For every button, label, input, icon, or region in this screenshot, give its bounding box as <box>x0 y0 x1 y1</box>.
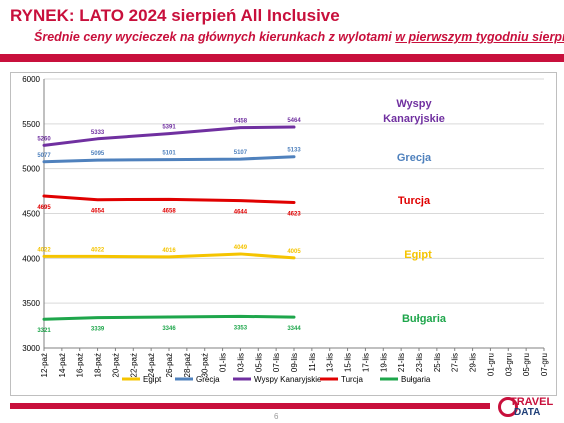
legend-label: Grecja <box>196 375 220 384</box>
x-tick-label: 13-lis <box>326 353 335 372</box>
data-label: 5458 <box>234 119 248 125</box>
x-tick-label: 18-paź <box>94 353 103 377</box>
data-label: 3353 <box>234 325 248 331</box>
x-tick-label: 01-gru <box>486 353 495 376</box>
x-tick-label: 22-paź <box>129 353 138 377</box>
x-tick-label: 25-lis <box>433 353 442 372</box>
data-label: 3346 <box>162 326 176 332</box>
series-line <box>42 155 296 164</box>
y-tick-label: 6000 <box>22 75 40 84</box>
x-tick-label: 14-paź <box>58 353 67 377</box>
bottom-accent-bar <box>10 403 490 409</box>
data-label: 4005 <box>287 249 301 255</box>
page-title: RYNEK: LATO 2024 sierpień All Inclusive <box>10 6 340 25</box>
travel-data-logo: TRAVEL DATA <box>498 395 560 421</box>
data-label: 5101 <box>162 151 176 157</box>
x-tick-label: 20-paź <box>111 353 120 377</box>
x-tick-label: 01-lis <box>219 353 228 372</box>
x-tick-label: 17-lis <box>361 353 370 372</box>
x-tick-label: 12-paź <box>40 353 49 377</box>
page-subtitle: Średnie ceny wycieczek na głównych kieru… <box>34 30 564 44</box>
legend-label: Egipt <box>143 375 162 384</box>
x-tick-label: 21-lis <box>397 353 406 372</box>
x-tick-label: 07-lis <box>272 353 281 372</box>
y-tick-label: 3000 <box>22 344 40 353</box>
x-tick-label: 27-lis <box>451 353 460 372</box>
data-label: 4658 <box>162 208 176 214</box>
x-tick-label: 26-paź <box>165 353 174 377</box>
x-tick-label: 23-lis <box>415 353 424 372</box>
top-accent-bar <box>0 54 564 62</box>
data-label: 3339 <box>91 327 105 333</box>
x-tick-label: 19-lis <box>379 353 388 372</box>
data-label: 5464 <box>287 118 301 124</box>
data-label: 5133 <box>287 148 301 154</box>
logo-ring-icon <box>498 397 518 417</box>
data-label: 5391 <box>162 125 176 131</box>
chart-frame <box>10 72 557 396</box>
data-label: 4016 <box>162 248 176 254</box>
data-label: 4695 <box>37 205 51 211</box>
x-tick-label: 16-paź <box>76 353 85 377</box>
y-tick-label: 4000 <box>22 254 40 263</box>
subtitle-plain: Średnie ceny wycieczek na głównych kieru… <box>34 30 396 44</box>
data-label: 4022 <box>37 247 51 253</box>
x-tick-label: 28-paź <box>183 353 192 377</box>
data-label: 5107 <box>234 150 248 156</box>
x-tick-label: 15-lis <box>344 353 353 372</box>
data-label: 4644 <box>234 210 248 216</box>
x-tick-label: 03-lis <box>236 353 245 372</box>
series-line <box>42 314 296 321</box>
legend-label: Turcja <box>341 375 363 384</box>
logo-text-data: DATA <box>514 407 541 418</box>
y-tick-label: 3500 <box>22 299 40 308</box>
data-label: 4654 <box>91 209 105 215</box>
series-line <box>42 194 296 204</box>
legend-label: Wyspy Kanaryjskie <box>254 375 322 384</box>
x-tick-label: 09-lis <box>290 353 299 372</box>
series-name-label: Grecja <box>397 152 432 164</box>
x-tick-label: 11-lis <box>308 353 317 372</box>
data-label: 4049 <box>234 245 248 251</box>
data-label: 3321 <box>37 328 51 334</box>
series-name-label: Turcja <box>398 195 431 207</box>
data-label: 4022 <box>91 247 105 253</box>
x-tick-label: 07-gru <box>540 353 549 376</box>
legend-label: Bułgaria <box>401 375 431 384</box>
x-tick-label: 05-gru <box>522 353 531 376</box>
x-tick-label: 29-lis <box>469 353 478 372</box>
page-number: 6 <box>274 412 279 421</box>
series-line <box>42 125 296 147</box>
data-label: 5260 <box>37 136 51 142</box>
series-name-label: Kanaryjskie <box>383 113 445 125</box>
data-label: 5095 <box>91 151 105 157</box>
series-name-label: Bułgaria <box>402 313 447 325</box>
data-label: 5077 <box>37 153 51 159</box>
series-name-label: Egipt <box>404 249 432 261</box>
data-label: 4623 <box>287 211 301 217</box>
series-line <box>42 252 296 260</box>
series-name-label: Wyspy <box>396 98 432 110</box>
x-tick-label: 03-gru <box>504 353 513 376</box>
y-tick-label: 4500 <box>22 210 40 219</box>
data-label: 3344 <box>287 326 301 332</box>
data-label: 5333 <box>91 130 105 136</box>
x-tick-label: 05-lis <box>254 353 263 372</box>
x-tick-label: 30-paź <box>201 353 210 377</box>
y-tick-label: 5500 <box>22 120 40 129</box>
y-tick-label: 5000 <box>22 165 40 174</box>
x-tick-label: 24-paź <box>147 353 156 377</box>
logo-text-travel: TRAVEL <box>510 396 554 408</box>
subtitle-underlined: w pierwszym tygodniu sierpnia <box>395 30 564 44</box>
